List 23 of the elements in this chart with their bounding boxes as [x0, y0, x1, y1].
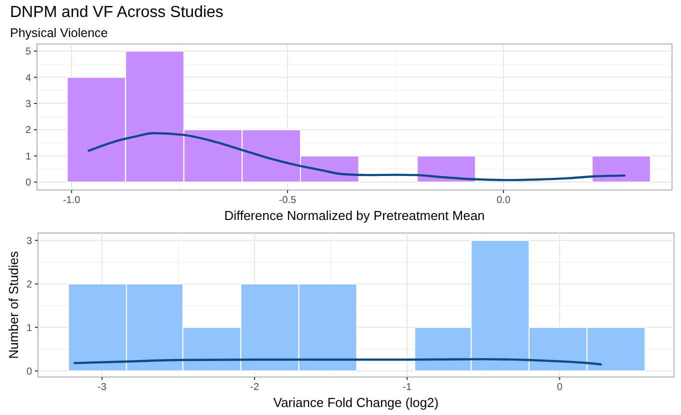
chart-subtitle: Physical Violence: [10, 26, 108, 40]
y-tick-label: 3: [25, 99, 32, 110]
y-tick-label: 1: [26, 322, 32, 334]
y-tick-label: 5: [25, 46, 32, 58]
line-series: [88, 132, 626, 182]
x-tick-label: -3: [98, 382, 107, 393]
x-tick-label: -1.0: [62, 195, 81, 206]
y-tick-label: 4: [25, 72, 32, 84]
x-tick-label: 0: [556, 382, 563, 393]
x-axis-title: Difference Normalized by Pretreatment Mean: [224, 208, 485, 223]
y-tick-label: 2: [25, 125, 32, 136]
chart-title: DNPM and VF Across Studies: [10, 4, 224, 21]
y-tick-label: 2: [26, 279, 32, 290]
x-tick-label: -0.5: [278, 195, 297, 206]
x-tick-label: -2: [250, 382, 260, 393]
y-tick-label: 0: [25, 178, 32, 189]
y-tick-label: 0: [26, 366, 32, 378]
y-tick-label: 3: [26, 236, 32, 247]
x-tick-label: 0.0: [496, 195, 511, 206]
y-axis-title: Number of Studies: [6, 250, 21, 359]
x-tick-label: -1: [402, 382, 412, 393]
y-tick-label: 1: [25, 151, 32, 162]
x-axis-title: Variance Fold Change (log2): [273, 395, 439, 410]
